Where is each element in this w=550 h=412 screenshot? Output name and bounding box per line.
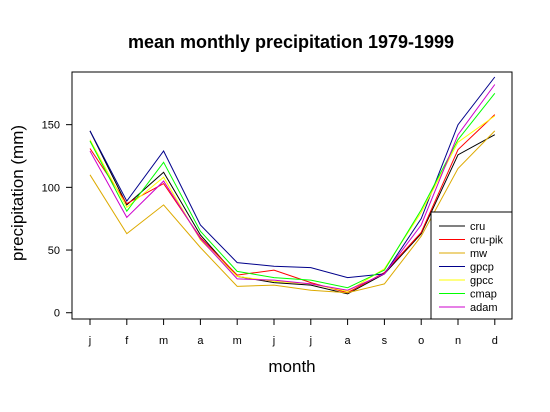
x-tick-label: f [125,335,129,347]
y-tick-label: 50 [48,245,60,257]
series-line-adam [89,84,496,291]
x-tick-label: j [88,335,91,347]
chart-title: mean monthly precipitation 1979-1999 [128,32,454,52]
x-tick-label: m [233,335,242,347]
legend-label-cmap: cmap [470,289,497,301]
series-line-gpcc [89,115,496,292]
y-tick-label: 150 [42,120,60,132]
x-tick-label: j [309,335,312,347]
legend-box [430,211,513,320]
legend-label-cru-pik: cru-pik [470,235,504,247]
y-axis-label: precipitation (mm) [8,125,27,261]
series-line-gpcp [89,76,496,279]
series-line-cru [89,130,496,295]
y-axis: 0 50 100 150 [42,120,73,320]
x-tick-label: a [197,335,204,347]
y-tick-label: 0 [54,308,60,320]
series-line-cmap [89,92,496,289]
legend-label-mw: mw [470,248,487,260]
y-tick-label: 100 [42,182,60,194]
x-tick-label: s [382,335,388,347]
series-lines [89,76,496,295]
series-line-mw [89,130,496,294]
legend-label-gpcp: gpcp [470,262,494,274]
x-tick-label: d [492,335,498,347]
legend-label-gpcc: gpcc [470,275,494,287]
x-tick-label: o [418,335,424,347]
x-tick-label: n [455,335,461,347]
x-tick-label: m [159,335,168,347]
x-axis-label: month [268,357,315,376]
x-tick-label: a [345,335,352,347]
legend-label-cru: cru [470,221,485,233]
legend-label-adam: adam [470,302,498,314]
x-tick-label: j [272,335,275,347]
